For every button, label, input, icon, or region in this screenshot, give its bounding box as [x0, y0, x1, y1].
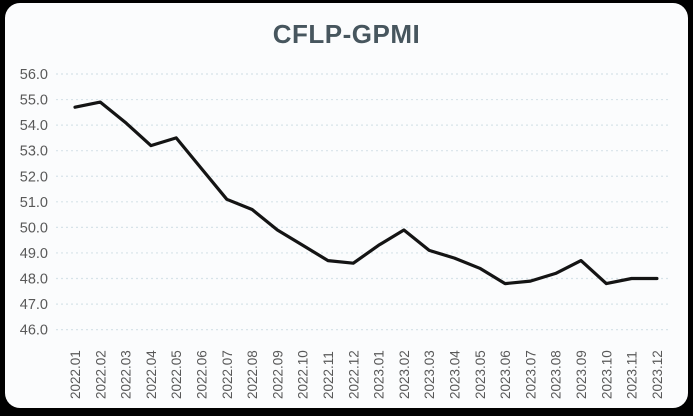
- y-tick-label: 53.0: [20, 144, 48, 160]
- x-tick-label: 2022.10: [296, 350, 311, 399]
- x-tick-label: 2022.05: [169, 350, 184, 399]
- y-tick-label: 49.0: [20, 246, 48, 262]
- x-tick-label: 2023.02: [397, 350, 412, 399]
- x-tick-label: 2022.08: [245, 350, 260, 399]
- data-line: [73, 100, 659, 286]
- y-tick-label: 52.0: [20, 169, 48, 185]
- x-tick-label: 2023.09: [574, 350, 589, 399]
- y-tick-label: 56.0: [20, 67, 48, 83]
- x-tick-label: 2023.06: [498, 350, 513, 399]
- x-tick-label: 2023.04: [448, 350, 463, 399]
- x-tick-label: 2022.09: [270, 350, 285, 399]
- x-tick-label: 2023.12: [650, 350, 665, 399]
- chart-card: [5, 3, 688, 408]
- x-tick-label: 2023.10: [599, 350, 614, 399]
- y-tick-label: 54.0: [20, 118, 48, 134]
- x-tick-label: 2022.11: [321, 351, 336, 399]
- y-tick-label: 47.0: [20, 297, 48, 313]
- x-tick-label: 2023.05: [473, 350, 488, 399]
- y-tick-label: 50.0: [20, 220, 48, 236]
- x-tick-label: 2023.01: [372, 350, 387, 399]
- x-tick-label: 2022.12: [346, 350, 361, 399]
- x-tick-label: 2022.01: [68, 350, 83, 399]
- y-tick-label: 46.0: [20, 323, 48, 339]
- x-tick-label: 2022.07: [220, 350, 235, 399]
- x-tick-label: 2023.03: [422, 350, 437, 399]
- y-tick-label: 51.0: [20, 195, 48, 211]
- x-tick-label: 2022.02: [93, 350, 108, 399]
- x-tick-label: 2022.06: [195, 350, 210, 399]
- x-tick-label: 2023.07: [523, 350, 538, 399]
- x-tick-label: 2022.04: [144, 350, 159, 399]
- y-tick-label: 55.0: [20, 93, 48, 109]
- chart-title: CFLP-GPMI: [272, 19, 421, 49]
- x-tick-label: 2023.08: [549, 350, 564, 399]
- x-tick-label: 2023.11: [625, 351, 640, 399]
- y-tick-label: 48.0: [20, 272, 48, 288]
- x-tick-label: 2022.03: [119, 350, 134, 399]
